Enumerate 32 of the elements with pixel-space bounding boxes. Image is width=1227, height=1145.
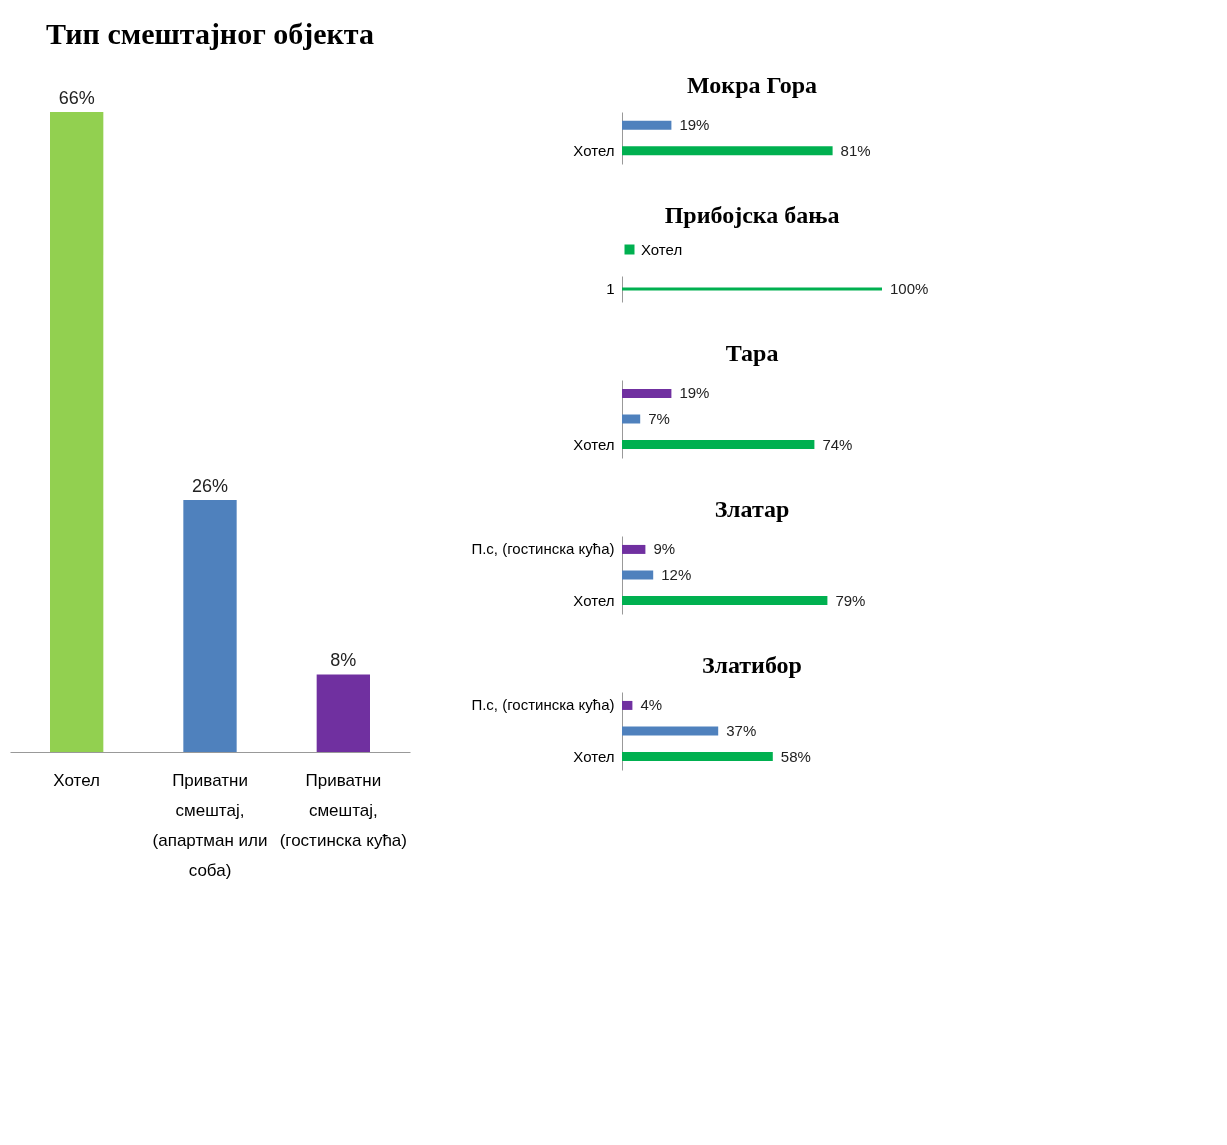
data-label: 100% [890,280,929,297]
y-tick-label: П.с, (гостинска кућа) [471,540,615,558]
data-label: 19% [679,116,710,134]
data-label: 12% [661,566,692,583]
data-label: 37% [726,722,757,739]
chart-title: Тара [725,340,779,366]
y-tick-label: Хотел [573,141,615,159]
data-label: 19% [679,384,710,402]
data-label: 58% [780,747,811,765]
data-label: 74% [822,435,853,453]
y-tick-label: П.с, (гостинска кућа) [471,696,615,714]
chart-title: Златар [714,496,790,522]
chart-title: Прибојска бања [664,202,840,228]
chart-title: Тип смештајног објекта [46,17,374,50]
y-tick-label: Хотел [573,591,615,609]
data-label: 66% [58,88,95,108]
data-label: 9% [653,540,676,558]
x-tick-label: Приватни смештај, (гостинска кућа) [279,770,407,850]
chart-title: Мокра Гора [686,72,818,98]
data-label: 7% [648,410,670,427]
y-tick-label: 1 [606,280,615,297]
x-tick-label: Хотел [53,770,100,790]
data-label: 81% [840,141,871,159]
y-tick-label: Хотел [573,747,615,765]
data-label: 4% [640,696,663,714]
x-tick-label: Приватни смештај, (апартман или соба) [152,770,268,880]
y-tick-label: Хотел [573,435,615,453]
data-label: 8% [330,650,357,671]
legend-label: Хотел [641,240,683,258]
data-label: 79% [835,591,866,609]
data-label: 26% [191,475,229,496]
chart-title: Златибор [702,652,802,678]
